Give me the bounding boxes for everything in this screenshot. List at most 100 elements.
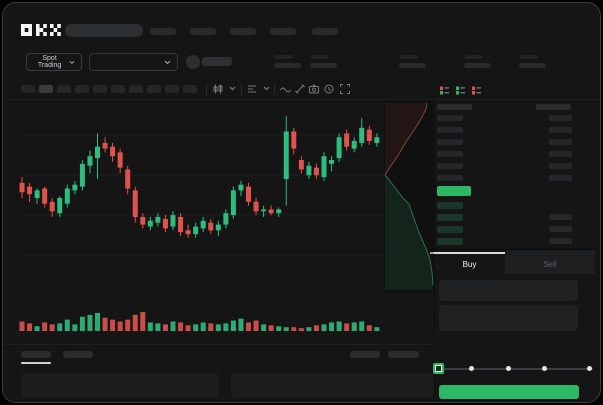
bottom-tab-active-underline [21,362,51,364]
tab-sell[interactable]: Sell [543,259,557,269]
amount-input[interactable] [439,305,578,331]
interval-icon[interactable] [247,84,257,94]
tab-sell-bg [505,250,595,274]
timeframe-button[interactable] [165,85,179,93]
chevron-down-icon [69,60,75,64]
chevron-down-icon [164,60,171,64]
ask-row-price[interactable] [437,175,463,181]
global-search-input[interactable] [65,24,143,37]
book-bids-icon[interactable] [455,85,466,96]
timeframe-button[interactable] [93,85,107,93]
bid-row-price[interactable] [437,202,463,209]
stat-label [400,55,418,59]
timeframe-button[interactable] [111,85,125,93]
ask-row-price[interactable] [437,151,463,157]
nav-item-4[interactable] [270,28,296,35]
slider-dot[interactable] [469,366,474,371]
slider-dot[interactable] [542,366,547,371]
bid-row-price[interactable] [437,214,463,221]
okx-logo[interactable]: OKX [21,24,61,36]
book-asks-icon[interactable] [471,85,482,96]
bottom-tab-1[interactable] [21,351,51,358]
chevron-down-icon[interactable] [263,86,270,91]
ask-row-amount[interactable] [549,115,572,121]
timeframe-button[interactable] [57,85,71,93]
ob-header-price [437,104,472,110]
stat-value [399,63,426,68]
draw-icon[interactable] [295,84,305,94]
slider-dot[interactable] [587,366,592,371]
toolbar-divider [241,84,242,94]
timeframe-button[interactable] [39,85,53,93]
right-panel-divider [434,79,435,402]
clock-icon[interactable] [324,84,334,94]
stat-value [519,63,546,68]
timeframe-button[interactable] [75,85,89,93]
bid-row-amount[interactable] [549,214,572,220]
orders-panel-left [21,373,219,398]
timeframe-button[interactable] [21,85,35,93]
coin-avatar [186,55,200,69]
slider-handle-inner [435,365,442,372]
ask-row-price[interactable] [437,163,463,169]
nav-item-5[interactable] [312,28,338,35]
slider-track[interactable] [436,368,593,370]
stat-value [274,63,301,68]
toolbar-divider [274,84,275,94]
ask-row-amount[interactable] [549,163,572,169]
stat-label [275,55,293,59]
mode-selector-label: Spot Trading [37,55,62,69]
mode-selector-button[interactable]: Spot Trading [26,53,82,71]
toolbar-bottom-divider [3,99,600,100]
chart-toolbar [3,79,434,99]
nav-item-3[interactable] [230,28,256,35]
ask-row-amount[interactable] [549,139,572,145]
bottom-tab-2[interactable] [63,351,93,358]
pair-name-placeholder [202,57,232,66]
chevron-down-icon[interactable] [229,86,236,91]
nav-item-1[interactable] [150,28,176,35]
slider-handle[interactable] [433,363,444,374]
timeframe-button[interactable] [129,85,143,93]
bottom-action-1[interactable] [350,351,380,358]
ask-row-amount[interactable] [549,175,572,181]
ask-row-amount[interactable] [549,127,572,133]
topbar: OKX [3,3,600,47]
slider-dot[interactable] [506,366,511,371]
stat-label [520,55,538,59]
ask-row-price[interactable] [437,127,463,133]
bottom-action-2[interactable] [388,351,419,358]
ask-row-amount[interactable] [549,151,572,157]
timeframe-button[interactable] [183,85,197,93]
bid-row-amount[interactable] [549,226,572,232]
stat-value [464,63,491,68]
stat-label [465,55,483,59]
market-bar: Spot Trading [3,47,600,79]
camera-icon[interactable] [309,84,319,94]
percent-slider[interactable] [433,361,595,377]
timeframe-button[interactable] [147,85,161,93]
ob-header-amount [536,104,571,110]
indicator-icon[interactable] [213,84,223,94]
book-all-icon[interactable] [439,85,450,96]
orders-panel-right [231,373,434,398]
last-price-badge[interactable] [437,186,471,196]
ask-row-price[interactable] [437,115,463,121]
bottom-divider [3,344,434,345]
bid-row-price[interactable] [437,226,463,233]
price-input[interactable] [439,280,578,301]
nav-item-2[interactable] [190,28,216,35]
stat-label [311,55,329,59]
fullscreen-icon[interactable] [340,84,350,94]
tab-buy-indicator [434,252,505,254]
tab-buy[interactable]: Buy [462,259,477,269]
bid-row-price[interactable] [437,238,463,245]
bid-row-amount[interactable] [549,238,572,244]
wave-icon[interactable] [280,85,291,93]
ask-row-price[interactable] [437,139,463,145]
toolbar-divider [206,84,207,94]
buy-submit-button[interactable] [439,385,579,399]
stat-value [310,63,337,68]
pair-selector[interactable] [89,53,178,71]
